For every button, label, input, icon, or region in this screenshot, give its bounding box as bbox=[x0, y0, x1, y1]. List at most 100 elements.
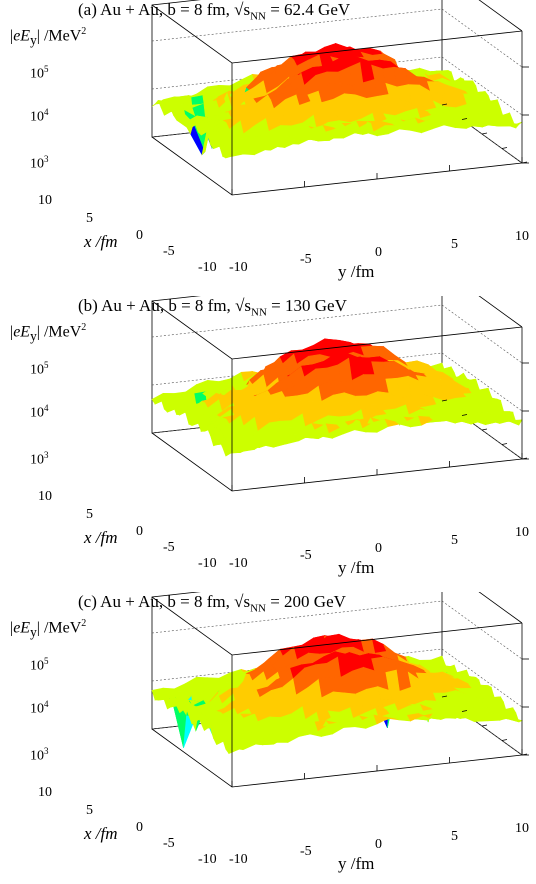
x-tick-label: -10 bbox=[198, 260, 217, 275]
y-axis-label: y /fm bbox=[338, 558, 374, 578]
s-label: s bbox=[243, 0, 251, 19]
y-tick-label: 5 bbox=[451, 237, 458, 252]
y-tick-label: 10 bbox=[515, 229, 529, 244]
y-axis-label: y /fm bbox=[338, 854, 374, 874]
z-tick-label: 104 bbox=[30, 699, 49, 718]
surface-patch bbox=[430, 655, 446, 667]
z-label-pre: | bbox=[10, 27, 14, 45]
surface-mesh bbox=[151, 338, 523, 457]
z-label-exp: 2 bbox=[81, 26, 87, 37]
grid-line bbox=[441, 352, 523, 412]
z-label-post: | /MeV bbox=[36, 323, 82, 341]
x-tick-label: 10 bbox=[38, 785, 52, 800]
z-tick-base: 10 bbox=[30, 66, 44, 82]
grid-line bbox=[151, 304, 443, 338]
x-tick-mark bbox=[441, 103, 448, 106]
y-tick-label: 5 bbox=[451, 829, 458, 844]
z-tick-base: 10 bbox=[30, 452, 44, 468]
z-tick-label: 105 bbox=[30, 656, 49, 675]
z-tick-exp: 5 bbox=[44, 656, 49, 666]
grid-line bbox=[151, 600, 443, 634]
z-tick-label: 103 bbox=[30, 450, 49, 469]
grid-line bbox=[151, 8, 443, 42]
x-tick-mark bbox=[501, 147, 508, 149]
y-axis-label: y /fm bbox=[338, 262, 374, 282]
panel-title: (b) Au + Au, b = 8 fm, √sNN = 130 GeV bbox=[78, 296, 347, 318]
x-tick-mark bbox=[461, 414, 468, 416]
x-tick-label: 10 bbox=[38, 489, 52, 504]
surface-plot bbox=[151, 296, 529, 492]
surface-panel: (b) Au + Au, b = 8 fm, √sNN = 130 GeV |e… bbox=[0, 296, 536, 586]
x-axis-label-text: x /fm bbox=[84, 528, 118, 547]
x-tick-mark bbox=[501, 443, 508, 445]
z-label-sub: y bbox=[30, 624, 37, 640]
x-tick-label: 10 bbox=[38, 193, 52, 208]
y-tick-label: 10 bbox=[515, 525, 529, 540]
grid-line bbox=[441, 56, 523, 116]
s-label: s bbox=[243, 592, 251, 611]
z-axis-label: |eEy| /MeV2 bbox=[10, 26, 86, 49]
z-tick-label: 103 bbox=[30, 746, 49, 765]
z-axis-label: |eEy| /MeV2 bbox=[10, 618, 86, 641]
z-label-sub: y bbox=[30, 32, 37, 48]
z-label-pre: | bbox=[10, 619, 14, 637]
y-tick-label: -10 bbox=[229, 260, 248, 275]
x-tick-mark bbox=[461, 118, 468, 120]
z-tick-exp: 5 bbox=[44, 360, 49, 370]
y-tick-label: -5 bbox=[300, 252, 312, 267]
z-tick-base: 10 bbox=[30, 405, 44, 421]
x-tick-label: 5 bbox=[86, 211, 93, 226]
y-tick-label: 0 bbox=[375, 541, 382, 556]
surface-plot bbox=[151, 592, 529, 788]
x-tick-label: 0 bbox=[136, 524, 143, 539]
x-tick-label: 0 bbox=[136, 228, 143, 243]
grid-line bbox=[441, 600, 523, 660]
y-tick-label: -5 bbox=[300, 548, 312, 563]
y-axis-label-text: y /fm bbox=[338, 262, 375, 281]
z-tick-base: 10 bbox=[30, 748, 44, 764]
z-label-exp: 2 bbox=[81, 618, 87, 629]
z-tick-base: 10 bbox=[30, 109, 44, 125]
x-tick-mark bbox=[521, 753, 528, 756]
surface-patch bbox=[507, 419, 523, 426]
x-tick-label: 5 bbox=[86, 507, 93, 522]
grid-line bbox=[441, 304, 523, 364]
grid-line bbox=[441, 648, 523, 708]
x-tick-label: 5 bbox=[86, 803, 93, 818]
x-axis-label: x /fm bbox=[84, 824, 118, 844]
z-tick-base: 10 bbox=[30, 658, 44, 674]
energy-value: = 130 GeV bbox=[266, 296, 347, 315]
z-label-exp: 2 bbox=[81, 322, 87, 333]
x-tick-mark bbox=[481, 132, 488, 135]
z-label-post: | /MeV bbox=[36, 619, 82, 637]
s-subscript: NN bbox=[250, 602, 266, 615]
x-tick-mark bbox=[441, 695, 448, 698]
x-tick-label: -10 bbox=[198, 556, 217, 571]
x-axis-label: x /fm bbox=[84, 528, 118, 548]
surface-mesh bbox=[151, 42, 523, 159]
z-tick-exp: 3 bbox=[44, 450, 49, 460]
z-tick-label: 105 bbox=[30, 64, 49, 83]
surface-panel: (a) Au + Au, b = 8 fm, √sNN = 62.4 GeV |… bbox=[0, 0, 536, 290]
x-tick-mark bbox=[481, 428, 488, 431]
energy-value: = 200 GeV bbox=[265, 592, 346, 611]
x-tick-label: -5 bbox=[163, 836, 175, 851]
z-label-pre: | bbox=[10, 323, 14, 341]
s-subscript: NN bbox=[251, 306, 267, 319]
z-tick-base: 10 bbox=[30, 156, 44, 172]
z-tick-base: 10 bbox=[30, 701, 44, 717]
y-tick-label: -10 bbox=[229, 852, 248, 867]
x-tick-mark bbox=[501, 739, 508, 741]
x-tick-label: 0 bbox=[136, 820, 143, 835]
title-prefix: (b) Au + Au, b = 8 fm, bbox=[78, 296, 236, 315]
z-tick-exp: 5 bbox=[44, 64, 49, 74]
z-tick-label: 105 bbox=[30, 360, 49, 379]
x-tick-label: -10 bbox=[198, 852, 217, 867]
front-frame bbox=[151, 728, 523, 788]
z-tick-label: 104 bbox=[30, 107, 49, 126]
x-axis-label-text: x /fm bbox=[84, 824, 118, 843]
s-label: s bbox=[244, 296, 252, 315]
surface-panel: (c) Au + Au, b = 8 fm, √sNN = 200 GeV |e… bbox=[0, 592, 536, 882]
surface-plot bbox=[151, 0, 529, 196]
s-subscript: NN bbox=[250, 10, 266, 23]
